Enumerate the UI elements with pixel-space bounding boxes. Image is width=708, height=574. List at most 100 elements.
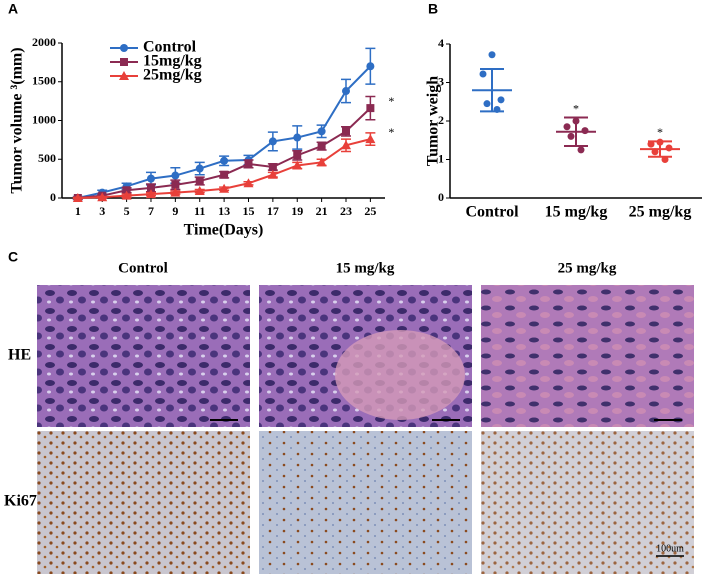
panel-label: B	[428, 1, 438, 17]
dot	[567, 132, 575, 140]
marker	[171, 171, 180, 180]
x-tick-label: 3	[99, 204, 105, 218]
dot	[581, 127, 589, 135]
dot	[497, 96, 505, 104]
dot	[488, 51, 496, 59]
marker	[120, 44, 128, 52]
y-tick-label: 0	[438, 190, 444, 204]
marker	[145, 189, 156, 199]
marker	[341, 87, 350, 96]
column-title: 15 mg/kg	[336, 260, 395, 276]
marker	[97, 192, 108, 202]
x-tick-label: 11	[194, 204, 205, 218]
panel-c: C Control 15 mg/kg 25 mg/kg HE Ki67 100u…	[4, 249, 694, 574]
column-title: 25 mg/kg	[558, 260, 617, 276]
ki67-image	[481, 431, 694, 574]
y-tick-label: 1500	[32, 74, 56, 88]
marker	[317, 127, 326, 136]
y-tick-label: 1	[438, 151, 444, 165]
dot	[493, 105, 501, 113]
annotation: *	[657, 125, 663, 139]
dot	[572, 117, 580, 125]
marker	[293, 133, 302, 142]
dot	[577, 146, 585, 154]
marker	[365, 134, 376, 144]
column-title: Control	[118, 260, 168, 276]
x-tick-label: 17	[267, 204, 279, 218]
marker	[220, 156, 229, 165]
x-tick-label: 13	[218, 204, 230, 218]
marker	[219, 183, 230, 193]
x-tick-label: 25 mg/kg	[629, 204, 692, 221]
x-tick-label: 15 mg/kg	[545, 204, 608, 221]
x-tick-label: 21	[316, 204, 328, 218]
dot	[563, 123, 571, 131]
marker	[244, 159, 253, 168]
x-tick-label: Control	[465, 204, 519, 221]
marker	[243, 178, 254, 188]
panel-label: C	[8, 249, 18, 265]
marker	[122, 186, 131, 195]
he-region	[335, 330, 465, 420]
legend-label: 25mg/kg	[143, 67, 202, 84]
x-tick-label: 23	[340, 204, 352, 218]
marker	[194, 186, 205, 196]
ki67-image	[37, 431, 250, 574]
marker	[267, 169, 278, 179]
x-axis-title: Time(Days)	[184, 222, 264, 239]
legend-label: Control	[143, 39, 197, 56]
marker	[121, 190, 132, 200]
y-tick-label: 4	[438, 36, 444, 50]
y-tick-label: 2	[438, 113, 444, 127]
x-tick-label: 5	[124, 204, 130, 218]
marker	[171, 180, 180, 189]
dot	[483, 100, 491, 108]
marker	[72, 193, 83, 202]
marker	[292, 160, 303, 170]
marker	[268, 163, 277, 171]
dot	[665, 144, 673, 152]
marker	[119, 71, 129, 80]
annotation: *	[388, 125, 394, 139]
scale-label: 100um	[656, 543, 684, 554]
x-tick-label: 7	[148, 204, 154, 218]
y-tick-label: 2000	[32, 35, 56, 49]
y-tick-label: 1000	[32, 112, 56, 126]
dot	[656, 138, 664, 146]
marker	[195, 164, 204, 173]
sd-bar	[480, 68, 504, 113]
y-tick-label: 3	[438, 74, 444, 88]
x-tick-label: 9	[172, 204, 178, 218]
y-tick-label: 0	[50, 190, 56, 204]
y-axis-title: Tumor volume ³(mm)	[9, 47, 26, 193]
marker	[146, 174, 155, 183]
marker	[268, 137, 277, 146]
ki67-image	[259, 431, 472, 574]
marker	[340, 140, 351, 150]
x-tick-label: 1	[75, 204, 81, 218]
x-tick-label: 15	[242, 204, 254, 218]
he-image	[481, 285, 694, 427]
dot	[651, 148, 659, 156]
dot	[661, 156, 669, 163]
marker	[120, 58, 128, 66]
marker	[316, 157, 327, 167]
row-label: HE	[8, 347, 31, 364]
marker	[195, 176, 204, 185]
y-tick-label: 500	[38, 151, 56, 165]
x-tick-label: 25	[364, 204, 376, 218]
annotation: *	[573, 101, 579, 115]
he-image	[37, 285, 250, 427]
panel-label: A	[8, 1, 18, 17]
annotation: *	[388, 94, 394, 108]
marker	[366, 62, 375, 71]
x-tick-label: 19	[291, 204, 303, 218]
marker	[220, 170, 229, 179]
marker	[341, 127, 350, 136]
dot	[647, 140, 655, 148]
marker	[170, 187, 181, 197]
marker	[366, 104, 375, 113]
y-axis-title: Tumor weigh	[425, 76, 442, 166]
marker	[146, 183, 155, 192]
